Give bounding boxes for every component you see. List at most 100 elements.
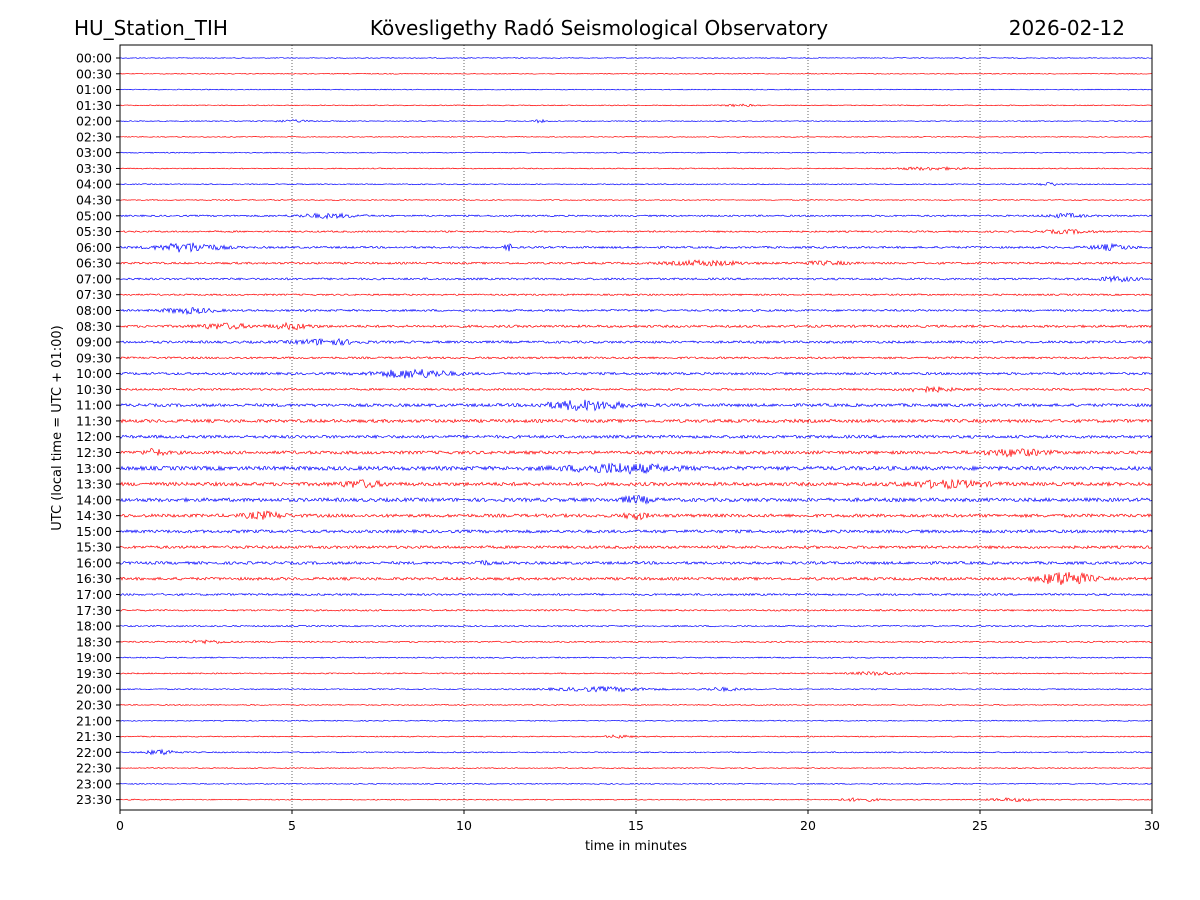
y-tick-label-21:30: 21:30 — [76, 729, 112, 744]
trace-21:00 — [119, 719, 1153, 722]
y-tick-label-14:30: 14:30 — [76, 508, 112, 523]
y-tick-label-22:00: 22:00 — [76, 745, 112, 760]
y-tick-label-05:00: 05:00 — [76, 208, 112, 223]
trace-04:30 — [119, 199, 1153, 201]
y-tick-label-08:30: 08:30 — [76, 319, 112, 334]
trace-01:00 — [119, 88, 1153, 91]
trace-11:30 — [119, 418, 1153, 424]
y-tick-label-01:30: 01:30 — [76, 98, 112, 113]
trace-23:00 — [119, 782, 1153, 785]
y-tick-label-21:00: 21:00 — [76, 713, 112, 728]
trace-23:30 — [119, 797, 1153, 803]
y-tick-label-06:00: 06:00 — [76, 240, 112, 255]
x-tick-label-30: 30 — [1144, 818, 1160, 833]
y-tick-label-19:30: 19:30 — [76, 666, 112, 681]
x-tick-label-10: 10 — [456, 818, 472, 833]
trace-11:00 — [119, 399, 1153, 412]
trace-19:00 — [119, 656, 1153, 659]
trace-18:30 — [119, 639, 1153, 645]
y-tick-label-13:00: 13:00 — [76, 461, 112, 476]
x-axis-label: time in minutes — [585, 839, 687, 854]
y-tick-label-22:30: 22:30 — [76, 761, 112, 776]
trace-22:30 — [119, 767, 1153, 770]
observatory-title: Kövesligethy Radó Seismological Observat… — [370, 16, 828, 40]
y-tick-label-00:00: 00:00 — [76, 51, 112, 66]
trace-04:00 — [119, 182, 1153, 186]
trace-12:00 — [119, 434, 1153, 440]
trace-09:00 — [119, 337, 1153, 346]
x-tick-label-20: 20 — [800, 818, 816, 833]
y-tick-label-18:30: 18:30 — [76, 634, 112, 649]
y-tick-label-16:00: 16:00 — [76, 555, 112, 570]
trace-13:30 — [119, 478, 1153, 490]
y-tick-label-12:00: 12:00 — [76, 429, 112, 444]
y-tick-label-09:30: 09:30 — [76, 350, 112, 365]
trace-09:30 — [119, 356, 1153, 360]
y-tick-label-20:30: 20:30 — [76, 697, 112, 712]
trace-18:00 — [119, 624, 1153, 628]
y-tick-label-05:30: 05:30 — [76, 224, 112, 239]
y-tick-label-10:30: 10:30 — [76, 382, 112, 397]
y-tick-label-13:30: 13:30 — [76, 477, 112, 492]
trace-19:30 — [119, 671, 1153, 677]
trace-14:30 — [119, 510, 1153, 521]
trace-06:00 — [119, 242, 1153, 253]
y-tick-label-00:30: 00:30 — [76, 66, 112, 81]
trace-17:30 — [119, 608, 1153, 612]
trace-20:00 — [119, 685, 1153, 693]
trace-16:00 — [119, 559, 1153, 566]
y-tick-label-20:00: 20:00 — [76, 682, 112, 697]
trace-05:30 — [119, 228, 1153, 236]
trace-13:00 — [119, 462, 1153, 475]
y-tick-label-17:00: 17:00 — [76, 587, 112, 602]
trace-05:00 — [119, 212, 1153, 220]
trace-22:00 — [119, 748, 1153, 756]
trace-20:30 — [119, 704, 1153, 706]
station-name: HU_Station_TIH — [74, 16, 228, 40]
trace-02:30 — [119, 136, 1153, 138]
y-tick-label-18:00: 18:00 — [76, 619, 112, 634]
y-tick-label-01:00: 01:00 — [76, 82, 112, 97]
trace-03:30 — [119, 165, 1153, 171]
trace-07:30 — [119, 293, 1153, 297]
trace-10:30 — [119, 386, 1153, 394]
y-tick-label-09:00: 09:00 — [76, 335, 112, 350]
x-tick-label-15: 15 — [628, 818, 644, 833]
y-tick-label-19:00: 19:00 — [76, 650, 112, 665]
y-tick-label-07:30: 07:30 — [76, 287, 112, 302]
x-tick-labels: 0 5 10 15 20 25 30 — [116, 810, 1160, 833]
trace-21:30 — [119, 734, 1153, 739]
trace-10:00 — [119, 368, 1153, 379]
y-tick-label-12:30: 12:30 — [76, 445, 112, 460]
y-tick-label-02:00: 02:00 — [76, 114, 112, 129]
y-tick-label-10:00: 10:00 — [76, 366, 112, 381]
trace-14:00 — [119, 494, 1153, 505]
y-tick-label-04:30: 04:30 — [76, 193, 112, 208]
y-tick-label-08:00: 08:00 — [76, 303, 112, 318]
y-tick-label-11:00: 11:00 — [76, 398, 112, 413]
x-tick-label-25: 25 — [972, 818, 988, 833]
y-tick-label-15:30: 15:30 — [76, 540, 112, 555]
date-label: 2026-02-12 — [1009, 16, 1125, 40]
y-tick-label-11:30: 11:30 — [76, 413, 112, 428]
trace-12:30 — [119, 448, 1153, 458]
trace-15:30 — [119, 544, 1153, 550]
y-tick-labels: 00:0000:3001:0001:3002:0002:3003:0003:30… — [76, 51, 120, 807]
grid-lines — [291, 45, 981, 810]
trace-01:30 — [119, 103, 1153, 108]
y-axis-label: UTC (local time = UTC + 01:00) — [50, 325, 65, 530]
y-tick-label-23:30: 23:30 — [76, 792, 112, 807]
y-tick-label-17:30: 17:30 — [76, 603, 112, 618]
y-tick-label-02:30: 02:30 — [76, 129, 112, 144]
x-tick-label-0: 0 — [116, 818, 124, 833]
trace-17:00 — [119, 592, 1153, 597]
trace-15:00 — [119, 528, 1153, 534]
trace-08:00 — [119, 307, 1153, 316]
x-tick-label-5: 5 — [288, 818, 296, 833]
y-tick-label-15:00: 15:00 — [76, 524, 112, 539]
trace-00:30 — [119, 72, 1153, 75]
trace-16:30 — [119, 571, 1153, 586]
trace-00:00 — [119, 57, 1153, 59]
trace-02:00 — [119, 118, 1153, 124]
